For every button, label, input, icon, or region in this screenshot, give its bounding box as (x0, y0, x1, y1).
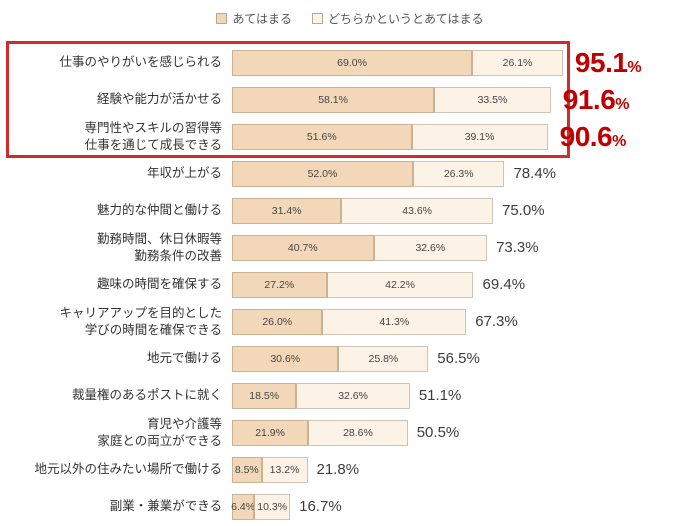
bar-segment-series1: 52.0% (232, 160, 413, 187)
bar-segment-series1: 58.1% (232, 86, 435, 113)
bar-group: 21.9% 28.6% (232, 419, 408, 446)
bar-segment-series2: 25.8% (338, 345, 429, 372)
total-label: 67.3% (475, 313, 518, 330)
legend-swatch-series1 (216, 13, 228, 24)
row-label: 地元以外の住みたい場所で働ける (34, 462, 222, 477)
bar-group: 6.4% 10.3% (231, 493, 291, 520)
chart-row: 趣味の時間を確保する 27.2% 42.2% 69.4% (0, 266, 641, 303)
bar-segment-series2: 39.1% (411, 123, 548, 150)
bar-segment-series2: 32.6% (296, 382, 410, 409)
legend-swatch-series2 (312, 13, 323, 24)
bar-segment-series1: 31.4% (232, 197, 342, 224)
bar-group: 30.6% 25.8% (232, 345, 429, 372)
row-label: 魅力的な仲間と働ける (96, 203, 222, 218)
row-label: 育児や介護等 家庭との両立ができる (97, 417, 222, 448)
bar-segment-series2: 43.6% (341, 197, 493, 224)
bar-segment-series2: 10.3% (254, 493, 291, 520)
chart-row: 地元以外の住みたい場所で働ける 8.5% 13.2% 21.8% (0, 451, 641, 488)
bar-group: 8.5% 13.2% (232, 456, 308, 483)
row-label: 年収が上がる (146, 166, 222, 181)
row-label: 勤務時間、休日休暇等 勤務条件の改善 (96, 232, 222, 263)
chart-row: 副業・兼業ができる 6.4% 10.3% 16.7% (0, 488, 641, 525)
legend-item-dochiraka: どちらかというとあてはまる (312, 10, 484, 27)
bar-segment-series2: 26.1% (472, 49, 563, 76)
legend-label-series1: あてはまる (232, 12, 292, 26)
bar-segment-series2: 28.6% (308, 419, 408, 446)
row-label: 地元で働ける (146, 351, 222, 366)
bar-group: 26.0% 41.3% (232, 308, 467, 335)
total-label: 69.4% (482, 276, 526, 293)
legend-item-atehamaru: あてはまる (216, 10, 292, 27)
total-label-highlighted: 95.1% (574, 46, 642, 78)
bar-segment-series1: 21.9% (232, 419, 309, 446)
total-label: 75.0% (501, 202, 545, 219)
total-label: 50.5% (416, 424, 460, 441)
row-label: 趣味の時間を確保する (96, 277, 222, 292)
row-label: キャリアアップを目的とした 学びの時間を確保できる (59, 306, 222, 337)
chart-row: 年収が上がる 52.0% 26.3% 78.4% (0, 155, 641, 192)
bar-group: 52.0% 26.3% (232, 160, 505, 187)
row-label: 仕事のやりがいを感じられる (59, 55, 222, 70)
bar-segment-series1: 18.5% (232, 382, 297, 409)
chart-rows: 仕事のやりがいを感じられる 69.0% 26.1% 95.1% 経験や能力が活かせる 58… (0, 44, 642, 525)
chart-row: 仕事のやりがいを感じられる 69.0% 26.1% 95.1% (0, 44, 641, 81)
bar-group: 31.4% 43.6% (232, 197, 493, 224)
bar-segment-series1: 69.0% (232, 49, 473, 76)
bar-segment-series1: 27.2% (232, 271, 327, 298)
total-label: 51.1% (418, 387, 462, 404)
total-label: 78.4% (513, 165, 557, 182)
total-label: 56.5% (437, 350, 480, 367)
total-label: 21.8% (316, 461, 360, 478)
bar-segment-series2: 41.3% (322, 308, 467, 335)
bar-group: 40.7% 32.6% (232, 234, 488, 261)
bar-group: 51.6% 39.1% (232, 123, 548, 150)
bar-segment-series1: 51.6% (232, 123, 412, 150)
row-label: 裁量権のあるポストに就く (71, 388, 222, 403)
chart-row: 魅力的な仲間と働ける 31.4% 43.6% 75.0% (0, 192, 641, 229)
row-label: 経験や能力が活かせる (96, 92, 222, 107)
chart-row: 育児や介護等 家庭との両立ができる 21.9% 28.6% 50.5% (0, 414, 641, 451)
bar-segment-series2: 26.3% (412, 160, 505, 187)
total-label-highlighted: 91.6% (562, 83, 630, 115)
row-label: 専門性やスキルの習得等 仕事を通じて成長できる (84, 121, 222, 152)
chart-row: 専門性やスキルの習得等 仕事を通じて成長できる 51.6% 39.1% 90.6% (0, 118, 641, 155)
chart-row: キャリアアップを目的とした 学びの時間を確保できる 26.0% 41.3% 67.3% (0, 303, 641, 340)
bar-segment-series1: 6.4% (231, 493, 255, 520)
chart-row: 地元で働ける 30.6% 25.8% 56.5% (0, 340, 641, 377)
bar-segment-series2: 13.2% (261, 456, 308, 483)
bar-segment-series1: 26.0% (232, 308, 323, 335)
chart-row: 経験や能力が活かせる 58.1% 33.5% 91.6% (0, 81, 641, 118)
total-label: 16.7% (299, 498, 342, 515)
total-label: 73.3% (496, 239, 539, 256)
bar-group: 18.5% 32.6% (232, 382, 410, 409)
bar-segment-series2: 33.5% (434, 86, 551, 113)
bar-group: 58.1% 33.5% (232, 86, 551, 113)
bar-segment-series1: 8.5% (232, 456, 262, 483)
legend: あてはまる どちらかというとあてはまる (0, 10, 700, 27)
chart-row: 裁量権のあるポストに就く 18.5% 32.6% 51.1% (0, 377, 641, 414)
bar-segment-series2: 42.2% (326, 271, 474, 298)
row-label: 副業・兼業ができる (109, 499, 222, 514)
chart-row: 勤務時間、休日休暇等 勤務条件の改善 40.7% 32.6% 73.3% (0, 229, 641, 266)
bar-group: 27.2% 42.2% (232, 271, 474, 298)
bar-segment-series1: 30.6% (232, 345, 339, 372)
total-label-highlighted: 90.6% (559, 120, 627, 152)
bar-segment-series1: 40.7% (232, 234, 374, 261)
bar-segment-series2: 32.6% (373, 234, 488, 261)
legend-label-series2: どちらかというとあてはまる (328, 12, 484, 26)
bar-group: 69.0% 26.1% (232, 49, 563, 76)
